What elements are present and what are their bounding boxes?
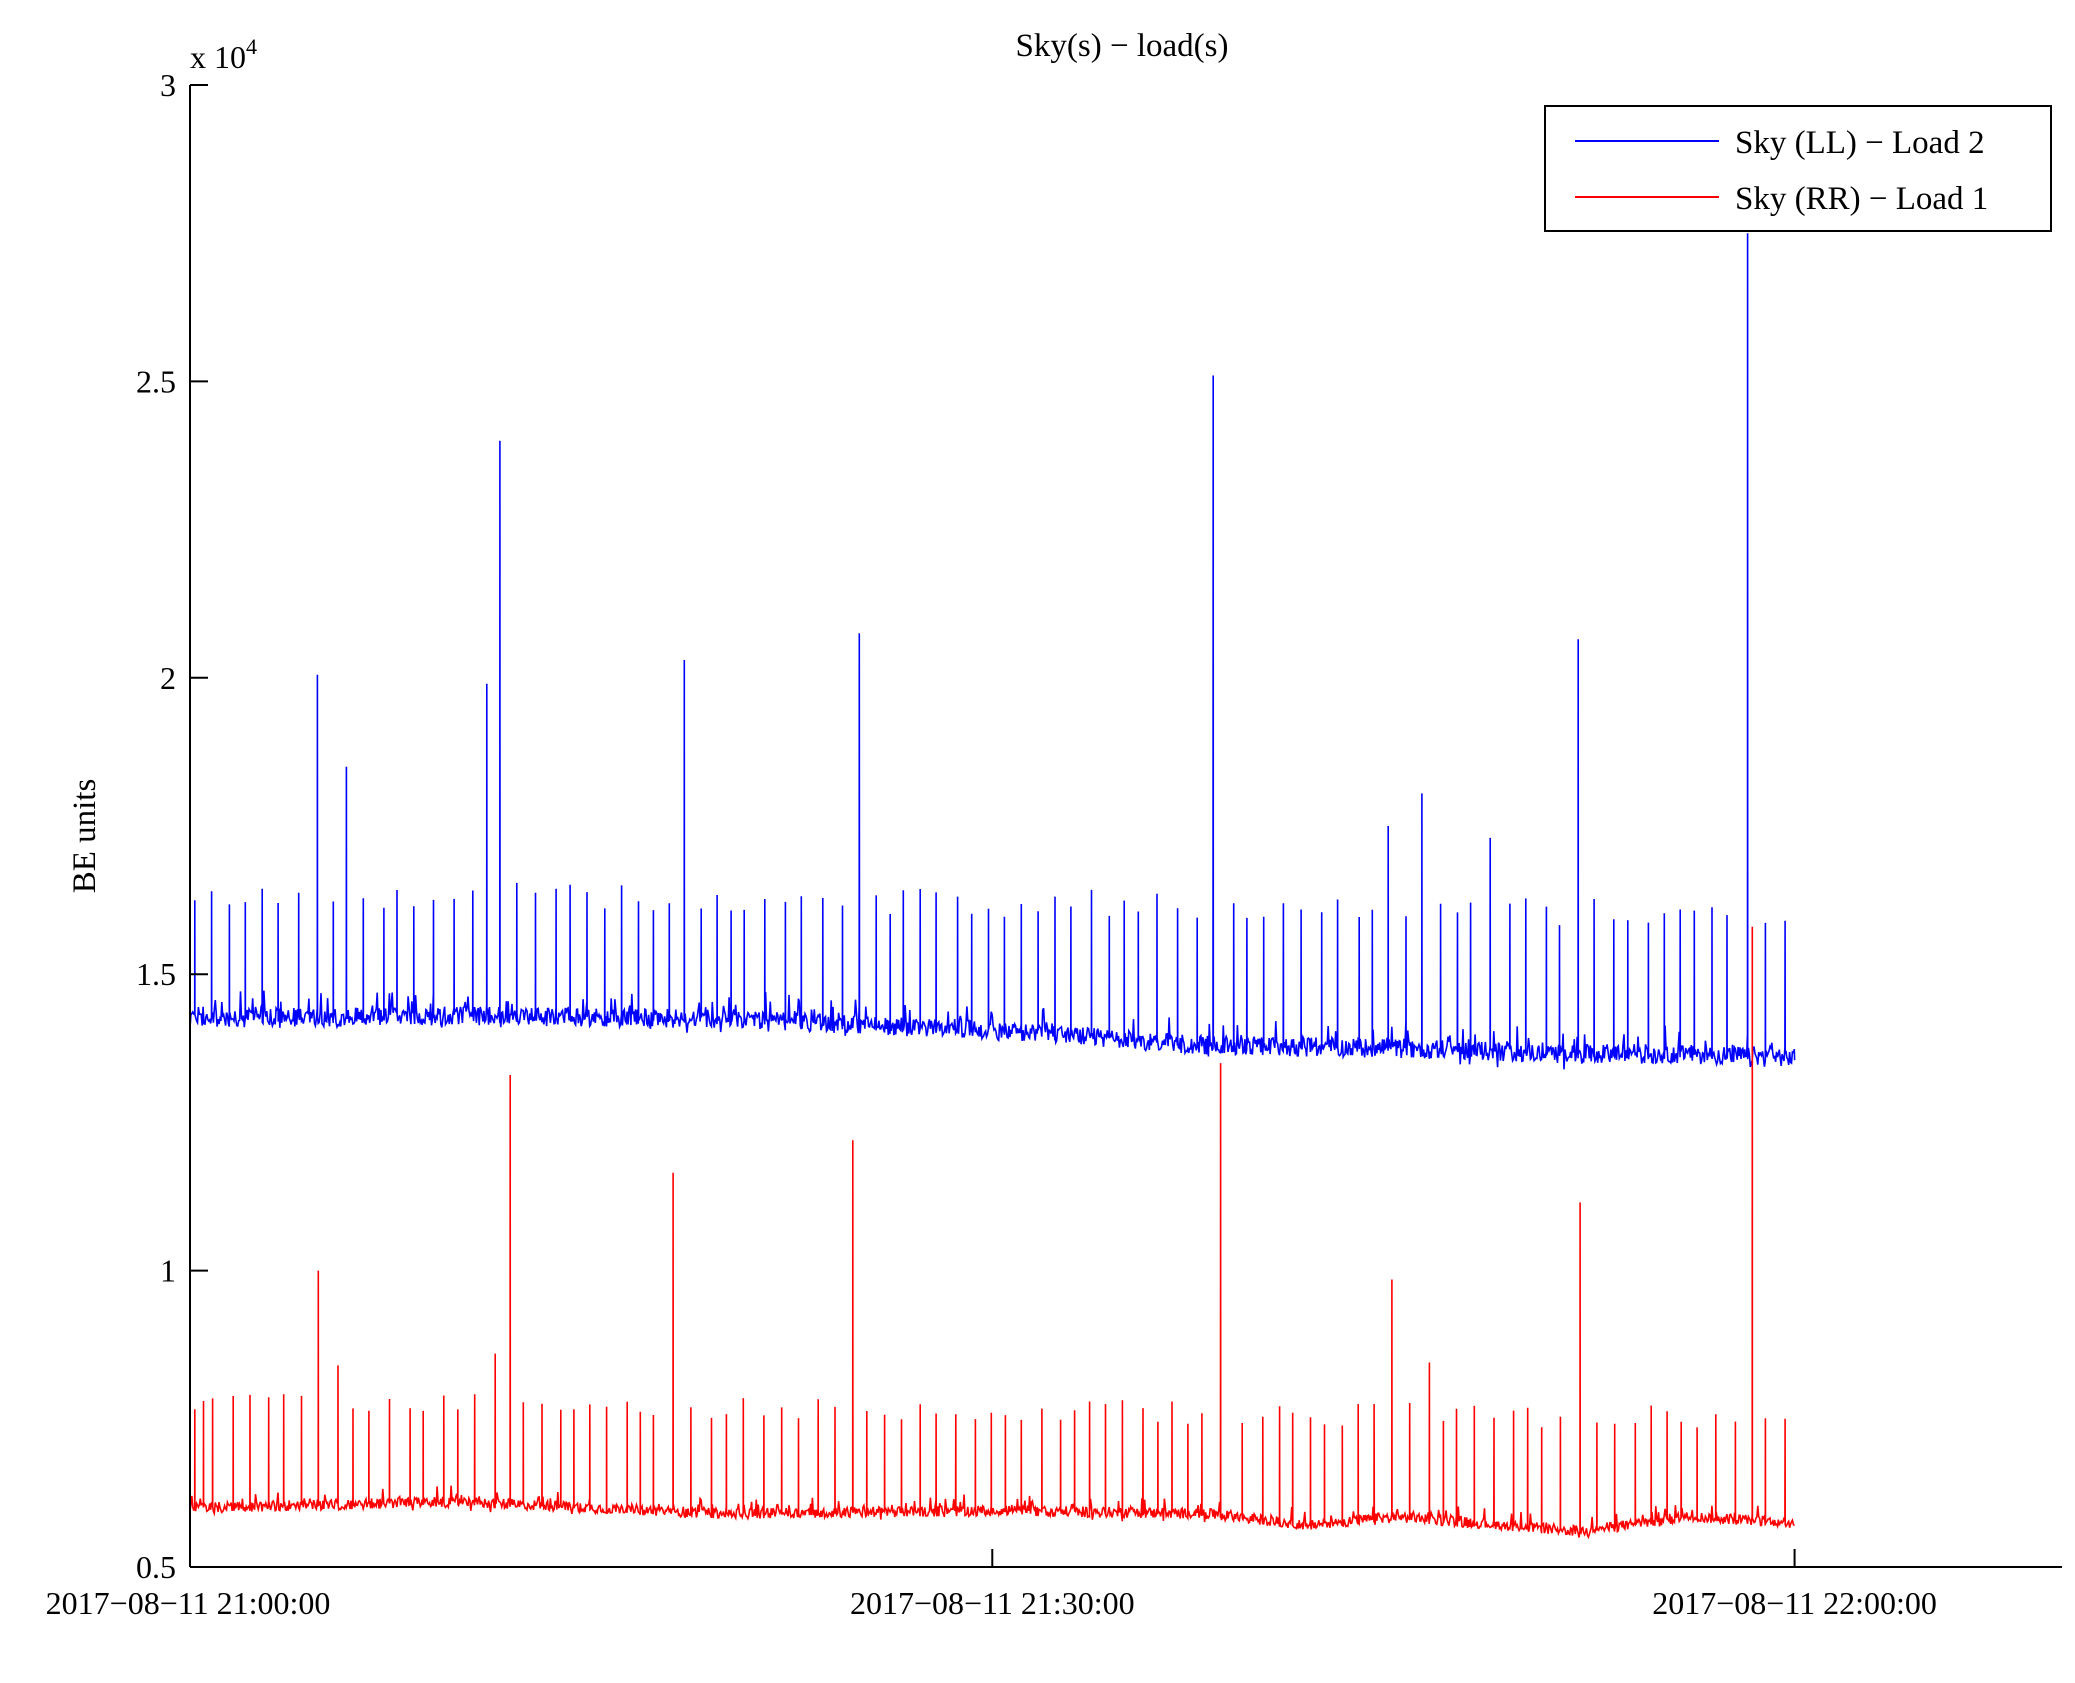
- y-tick-label: 1: [160, 1253, 176, 1289]
- x-tick-label: 2017−08−11 21:30:00: [850, 1585, 1135, 1621]
- y-ticks: 0.5 1 1.5 2 2.5 3: [136, 67, 208, 1585]
- y-axis-multiplier: x 104: [190, 34, 257, 75]
- legend-box: [1544, 105, 2052, 232]
- axes-layer: 0.511.522.53 2017−08−11 21:00:00 2017−08−…: [46, 67, 2062, 1621]
- legend: Sky (LL) − Load 2 Sky (RR) − Load 1: [1544, 105, 2052, 232]
- y-axis-label: BE units: [67, 779, 103, 894]
- y-tick-label: 2: [160, 660, 176, 696]
- y-tick-label: 3: [160, 67, 176, 103]
- x-tick-label: 2017−08−11 22:00:00: [1652, 1585, 1937, 1621]
- y-multiplier-exponent: 4: [246, 34, 257, 59]
- legend-label-sky-rr: Sky (RR) − Load 1: [1735, 181, 1988, 217]
- series-layer: [189, 233, 1796, 1540]
- chart-title: Sky(s) − load(s): [1016, 28, 1229, 64]
- legend-label-sky-ll: Sky (LL) − Load 2: [1735, 125, 1985, 161]
- y-tick-label: 0.5: [136, 1549, 176, 1585]
- y-multiplier-base: x 10: [190, 39, 246, 75]
- y-tick-label: 2.5: [136, 363, 176, 399]
- x-ticks: 2017−08−11 21:00:00 2017−08−11 21:30:00 20…: [46, 1549, 1937, 1621]
- x-tick-label: 2017−08−11 21:00:00: [46, 1585, 331, 1621]
- series-line-sky-rr: [189, 926, 1796, 1540]
- y-tick-label: 1.5: [136, 956, 176, 992]
- series-line-sky-ll: [189, 233, 1796, 1070]
